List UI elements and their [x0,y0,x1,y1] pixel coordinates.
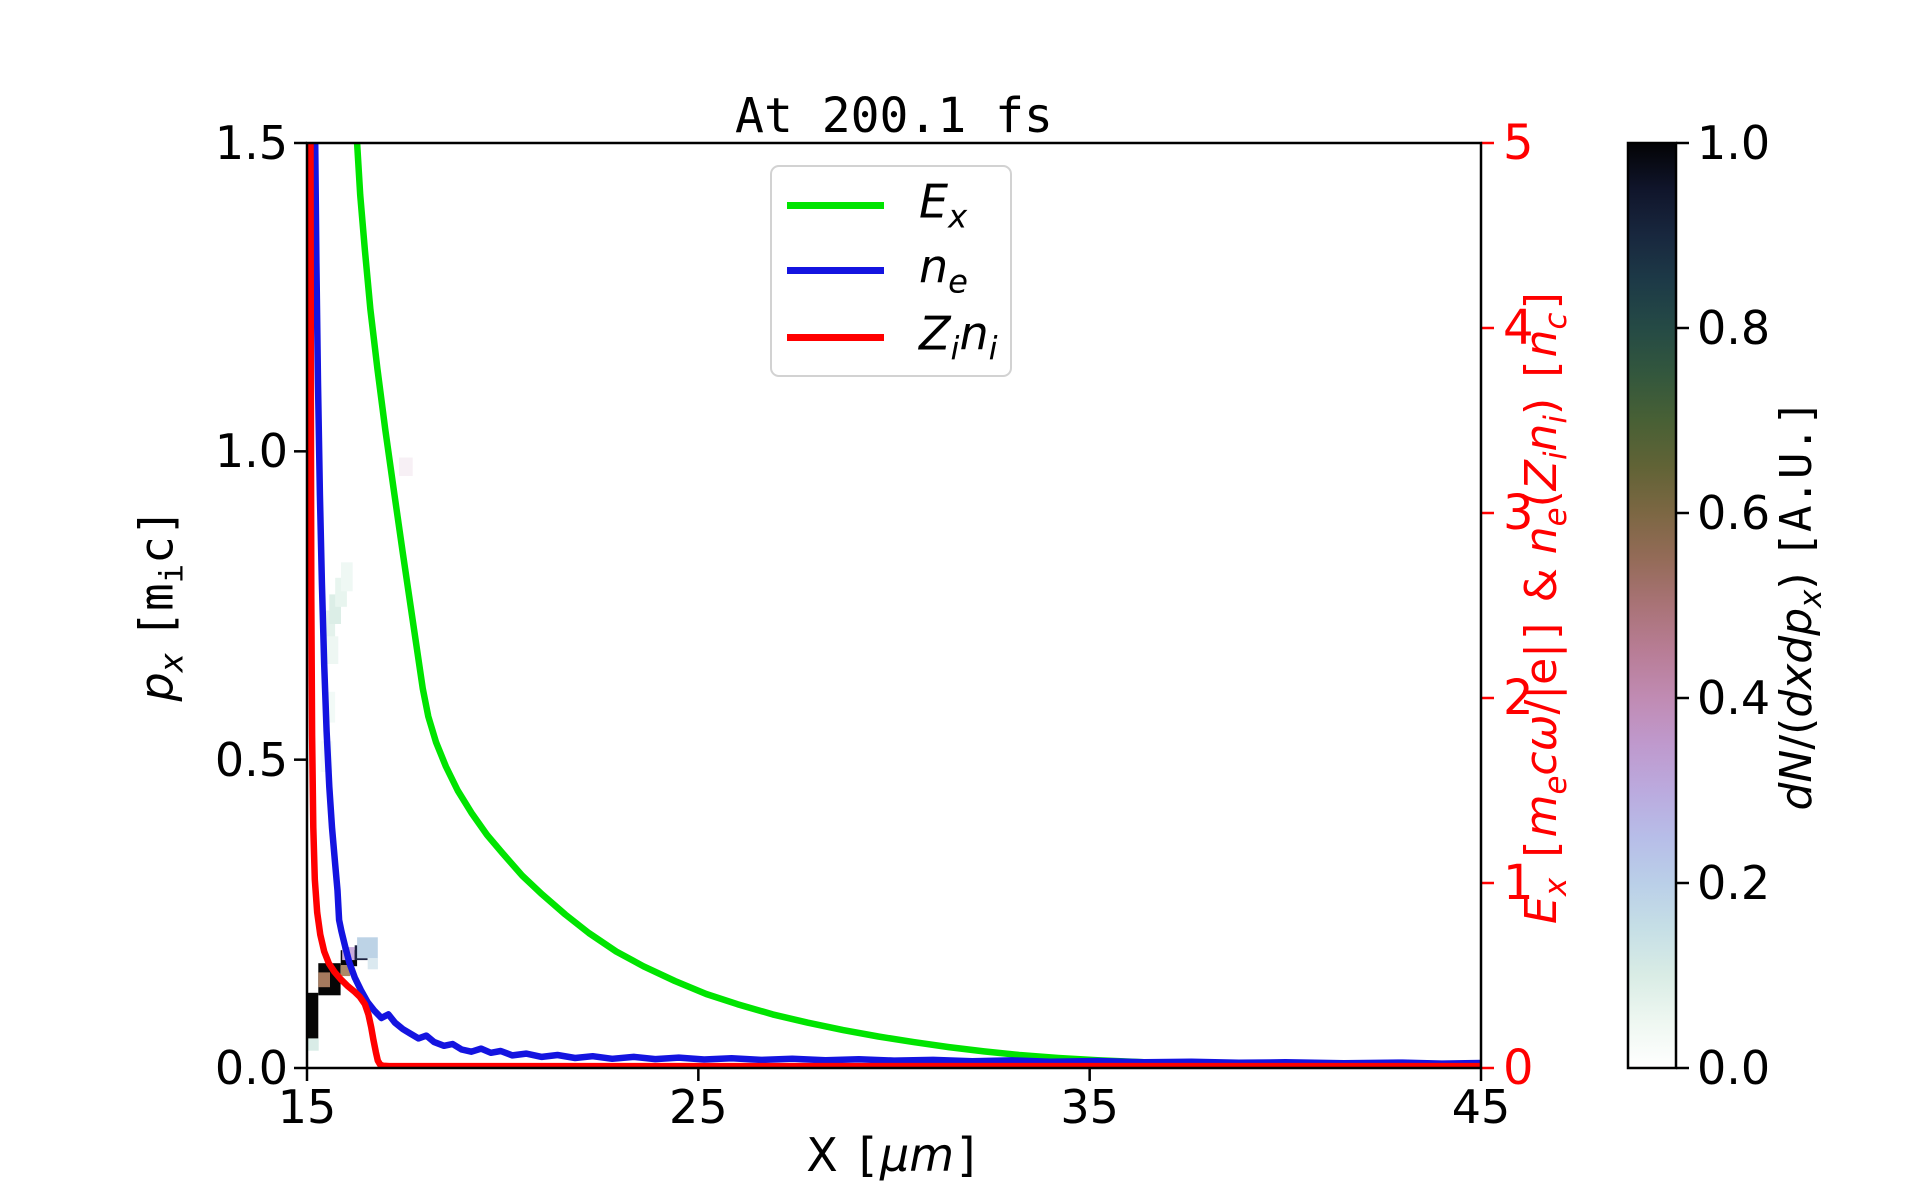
y-right-tick-label: 4 [1503,300,1534,356]
y-left-tick-label: 0.0 [214,1041,288,1095]
heatmap-cell [354,945,368,961]
legend-label: ne [919,239,968,301]
heatmap-cell [318,972,330,988]
y-axis-right-label: Ex [mecω/|e|] & ne(Zini) [nc] [1516,286,1574,924]
y-axis-left-label: px [mic] [129,508,191,702]
colorbar-tick-label: 0.8 [1697,301,1771,355]
y-left-tick-label: 1.0 [214,424,288,479]
colorbar-tick-label: 0.2 [1697,856,1771,910]
heatmap-cell [323,691,336,723]
heatmap-cell [307,992,319,1039]
y-left-tick-label: 0.5 [214,732,288,787]
heatmap-cell [329,594,341,624]
colorbar-label: dN/(dxdpx) [A.U.] [1771,399,1829,811]
y-left-tick-label: 1.5 [214,116,288,170]
heatmap-cell [340,950,358,967]
heatmap-cell [357,937,378,959]
colorbar-tick-label: 0.4 [1697,671,1771,725]
heatmap-cell [340,965,351,977]
x-axis-label: X [μm] [806,1128,982,1182]
chart-title: At 200.1 fs [735,88,1053,144]
colorbar-gradient [1628,143,1676,1068]
x-tick-label: 35 [1060,1080,1119,1134]
heatmap-cell [318,963,341,996]
heatmap-cell [307,1038,319,1051]
heatmap-cell [342,947,355,961]
heatmap-cell [320,741,333,772]
y-right-tick-label: 1 [1503,855,1534,911]
x-tick-label: 45 [1451,1080,1511,1134]
y-right-tick-label: 2 [1503,670,1534,726]
colorbar-tick-label: 0.0 [1697,1041,1771,1095]
y-right-tick-label: 5 [1503,115,1534,171]
heatmap-cell [326,636,339,664]
legend-line-sample [787,334,884,341]
y-right-tick-label: 3 [1503,485,1534,541]
y-right-tick-label: 0 [1503,1040,1534,1096]
heatmap-cell [335,577,347,607]
x-tick-label: 25 [669,1080,728,1134]
heatmap-cell [399,457,413,476]
heatmap-cell [341,562,353,592]
colorbar-tick-label: 1.0 [1697,116,1771,170]
x-tick-label: 15 [277,1080,337,1134]
legend-label: Zini [919,306,998,368]
legend: Ex ne Zini [770,165,1012,377]
heatmap-cell [323,610,336,640]
legend-line-sample [787,267,884,274]
colorbar-tick-label: 0.6 [1697,486,1771,540]
legend-label: Ex [919,174,968,236]
heatmap-cell [367,958,378,970]
legend-line-sample [787,202,884,209]
